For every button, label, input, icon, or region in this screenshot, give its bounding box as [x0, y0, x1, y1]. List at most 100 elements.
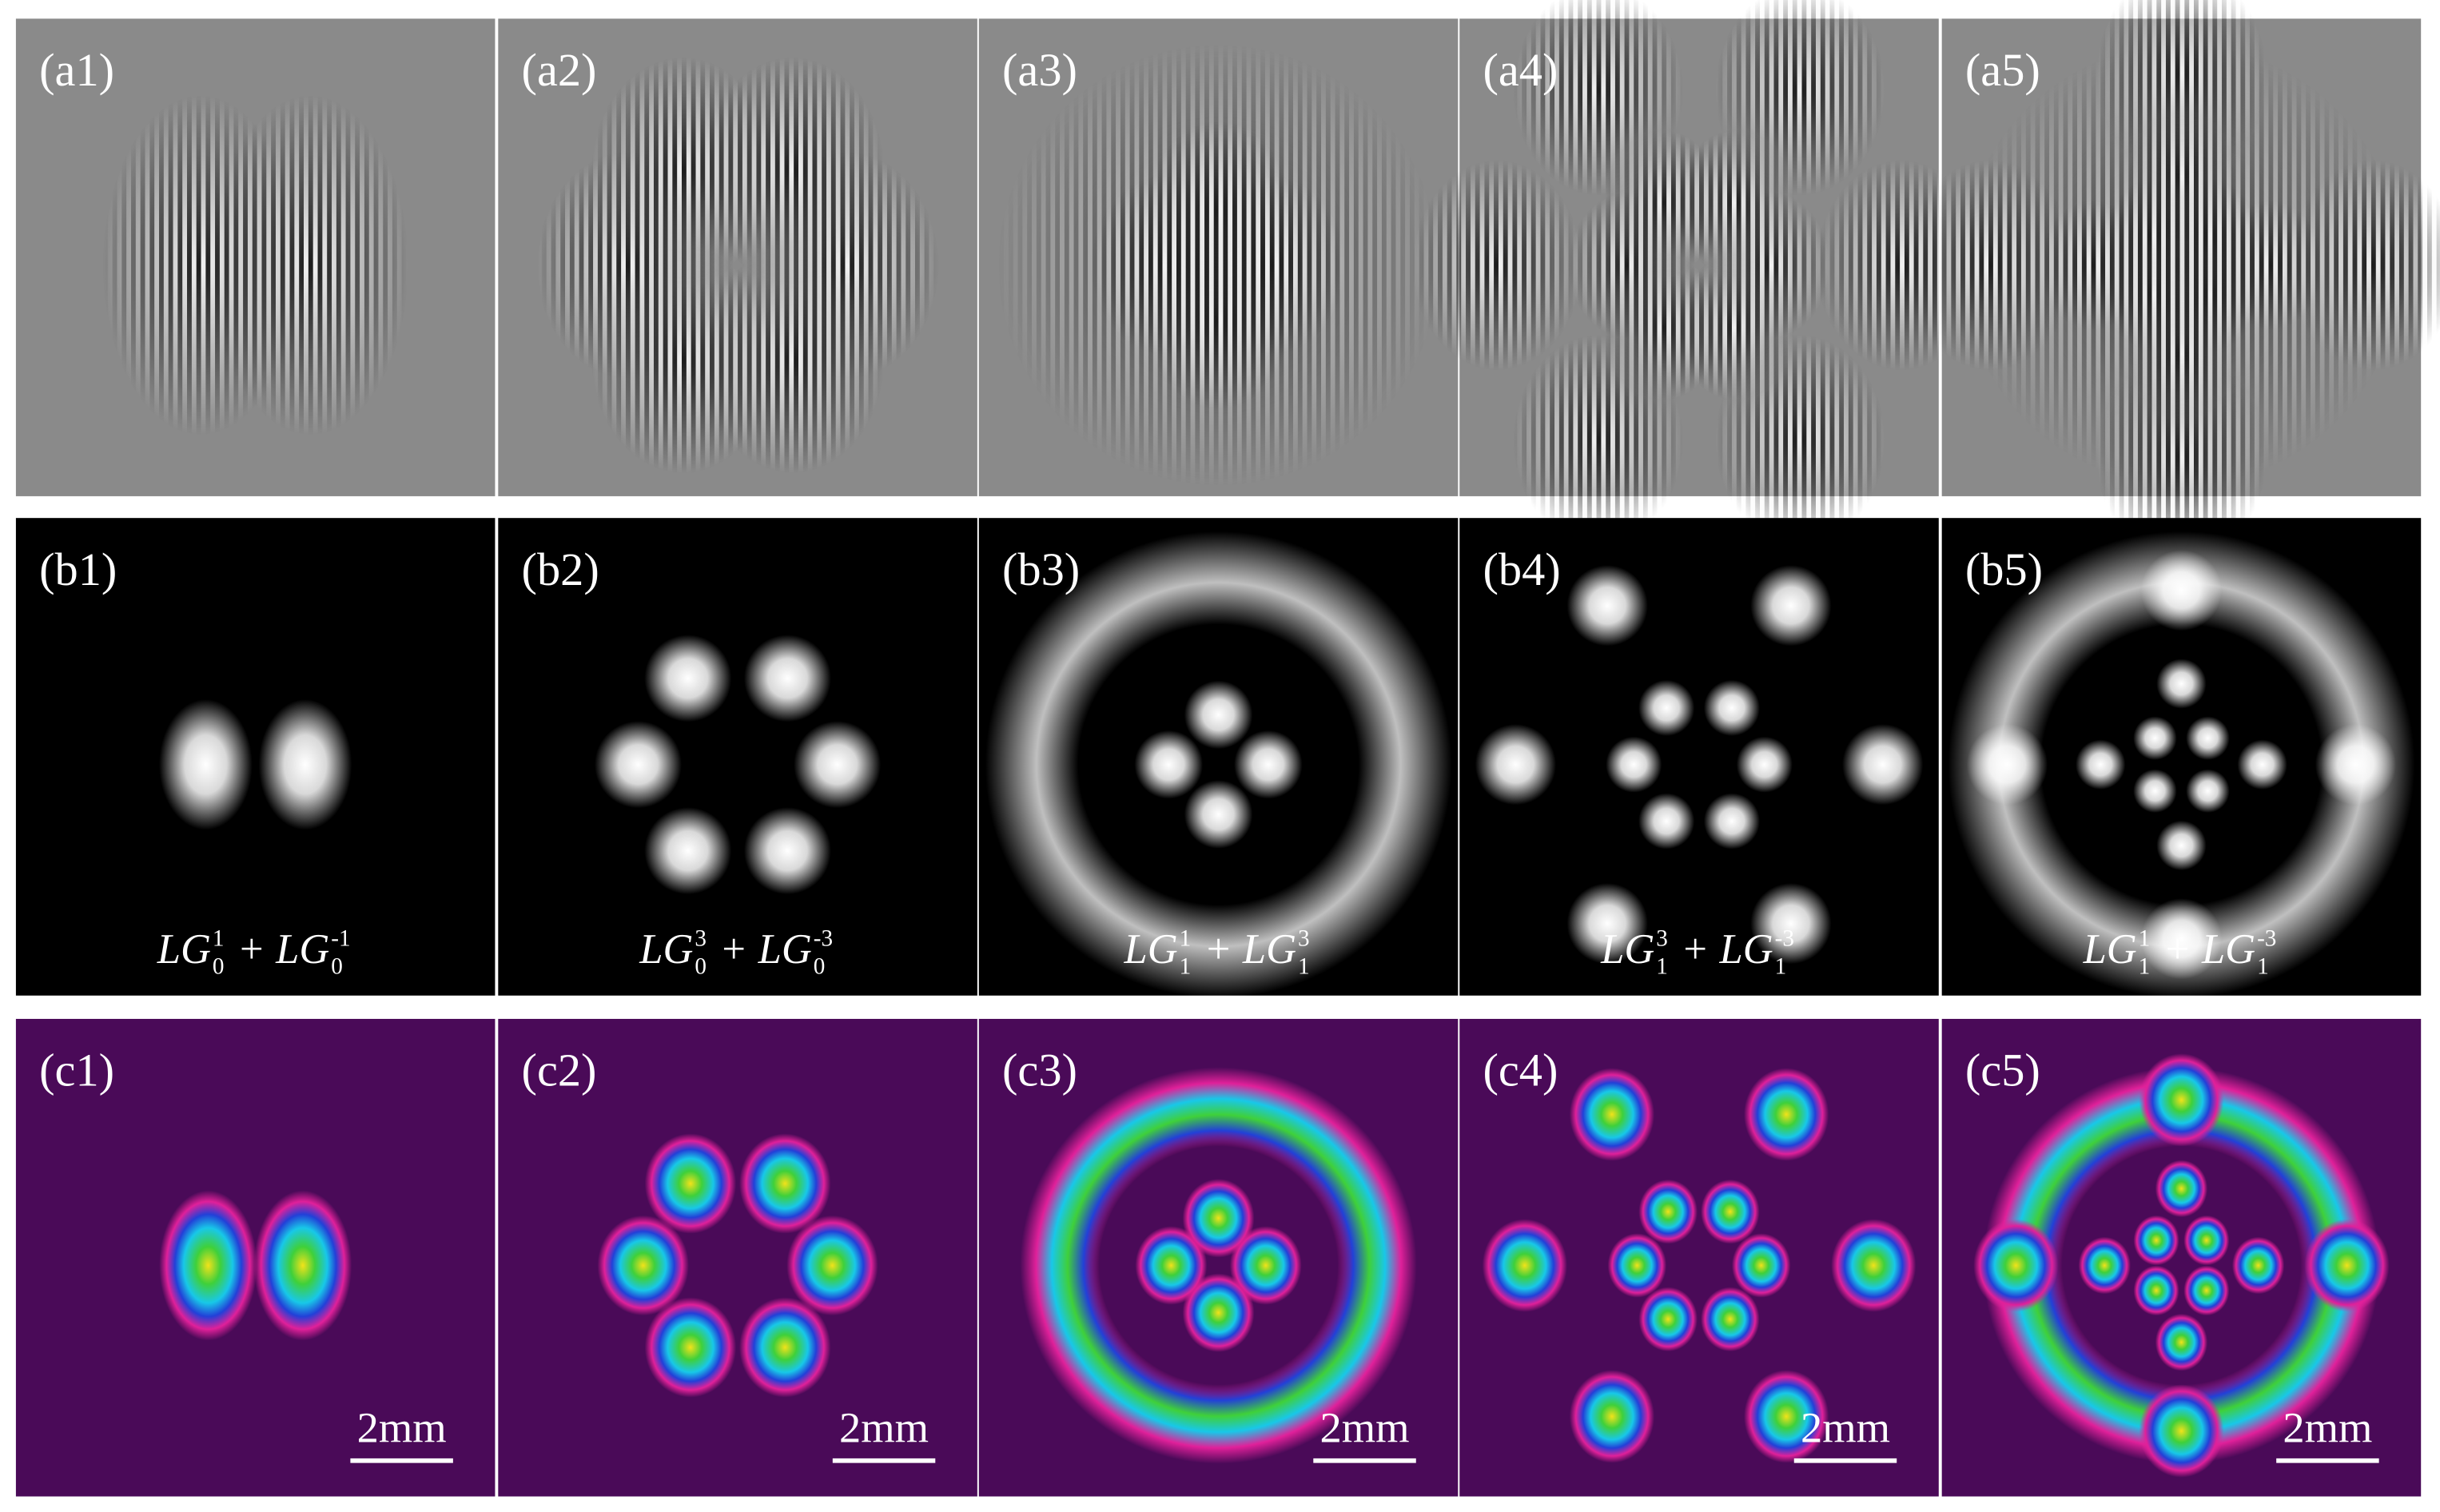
intensity-lobe — [1736, 736, 1793, 793]
formula-base: LG — [1124, 926, 1178, 973]
formula-subscript: 1 — [1180, 954, 1192, 980]
formula-operator: + — [1683, 926, 1707, 973]
measured-lobe — [739, 1297, 831, 1398]
scale-bar-label: 2mm — [839, 1403, 929, 1451]
panel: (a5) — [1905, 0, 2440, 563]
panel-background — [498, 518, 977, 996]
intensity-lobe — [644, 635, 732, 722]
measured-lobe — [253, 1190, 352, 1341]
formula-superscript: 1 — [1180, 925, 1192, 951]
panel-label: (a1) — [39, 44, 114, 96]
measured-lobe — [2133, 1215, 2179, 1266]
intensity-ring — [1948, 531, 2415, 998]
formula-base: LG — [275, 926, 329, 973]
formula-base: LG — [157, 926, 211, 973]
panel-label: (a2) — [522, 44, 597, 96]
intensity-lobe — [1703, 679, 1760, 736]
formula-base: LG — [2083, 926, 2137, 973]
measured-lobe — [1701, 1179, 1760, 1244]
intensity-lobe — [595, 721, 683, 809]
formula-operator: + — [2166, 926, 2190, 973]
panel: (c5) 2mm — [1941, 1018, 2422, 1497]
panel: (a2) — [498, 18, 977, 496]
measured-lobe — [644, 1133, 737, 1234]
formula-superscript: -3 — [1775, 925, 1794, 951]
intensity-lobe — [2140, 898, 2223, 980]
fringe-pattern — [2288, 160, 2440, 371]
measured-lobe — [1743, 1370, 1829, 1463]
panel-label: (b2) — [522, 543, 599, 595]
formula-subscript: 1 — [1298, 954, 1310, 980]
fringe-pattern — [1715, 335, 1885, 546]
panel-label: (b1) — [39, 543, 117, 595]
formula: LG 10 + LG -10 — [157, 925, 351, 979]
measured-lobe — [1638, 1179, 1698, 1244]
panel-label: (a5) — [1965, 44, 2040, 96]
formula-subscript: 0 — [814, 954, 826, 980]
intensity-ring — [985, 531, 1452, 998]
formula-subscript: 0 — [213, 954, 225, 980]
panel: (a4) — [1412, 0, 1986, 546]
measured-lobe — [739, 1133, 831, 1234]
measured-lobe — [159, 1190, 257, 1341]
measured-lobe — [1743, 1068, 1829, 1161]
measured-lobe — [644, 1297, 737, 1398]
fringe-pattern — [212, 95, 408, 436]
measured-lobe — [1569, 1370, 1655, 1463]
intensity-lobe — [644, 807, 732, 895]
panel: (a1) — [15, 18, 496, 496]
intensity-lobe — [258, 698, 352, 830]
intensity-lobe — [2133, 716, 2177, 760]
intensity-lobe — [743, 807, 831, 895]
panel-label: (c2) — [522, 1044, 597, 1096]
formula-subscript: 1 — [1656, 954, 1668, 980]
fringe-pattern — [1905, 160, 2075, 371]
fringe-pattern — [1513, 335, 1683, 546]
panel: (c1) 2mm — [15, 1018, 496, 1497]
intensity-lobe — [1566, 565, 1648, 647]
formula: LG 30 + LG -30 — [639, 925, 833, 979]
intensity-lobe — [1184, 680, 1253, 750]
intensity-lobe — [1750, 883, 1832, 965]
intensity-lobe — [1566, 883, 1648, 965]
formula-superscript: 3 — [1656, 925, 1668, 951]
intensity-lobe — [1842, 724, 1924, 806]
formula-subscript: 1 — [1775, 954, 1787, 980]
intensity-lobe — [794, 721, 882, 809]
intensity-lobe — [1750, 565, 1832, 647]
measured-lobe — [2183, 1215, 2230, 1266]
intensity-lobe — [1703, 793, 1760, 850]
measured-lobe — [1973, 1219, 2059, 1312]
intensity-lobe — [1475, 724, 1556, 806]
measured-lobe — [1569, 1068, 1655, 1161]
panel-label: (c5) — [1965, 1044, 2040, 1096]
panel-label: (b4) — [1483, 543, 1560, 595]
measured-lobe — [786, 1215, 878, 1316]
intensity-lobe — [1134, 730, 1204, 799]
panel: (b5)LG 11 + LG -31 — [1941, 518, 2422, 998]
panel: (b1)LG 10 + LG -10 — [15, 518, 496, 996]
intensity-lobe — [743, 635, 831, 722]
panel: (c2) 2mm — [498, 1018, 977, 1497]
panel-label: (c1) — [39, 1044, 114, 1096]
panel-label: (b5) — [1965, 543, 2043, 595]
formula-superscript: -1 — [331, 925, 350, 951]
formula: LG 11 + LG -31 — [2083, 925, 2277, 979]
measured-lobe — [1831, 1219, 1917, 1312]
intensity-lobe — [2156, 820, 2207, 871]
formula-operator: + — [722, 926, 746, 973]
formula-base: LG — [1242, 926, 1296, 973]
formula-subscript: 1 — [2257, 954, 2269, 980]
measured-lobe — [1182, 1273, 1255, 1352]
formula-subscript: 0 — [331, 954, 343, 980]
intensity-lobe — [1184, 780, 1253, 849]
formula-base: LG — [2201, 926, 2255, 973]
intensity-lobe — [1638, 793, 1695, 850]
panel: (c4) 2mm — [1459, 1018, 1939, 1497]
intensity-lobe — [2315, 724, 2397, 806]
formula-subscript: 0 — [695, 954, 707, 980]
measured-lobe — [1229, 1226, 1302, 1305]
measured-lobe — [2155, 1160, 2208, 1218]
intensity-lobe — [158, 698, 253, 830]
